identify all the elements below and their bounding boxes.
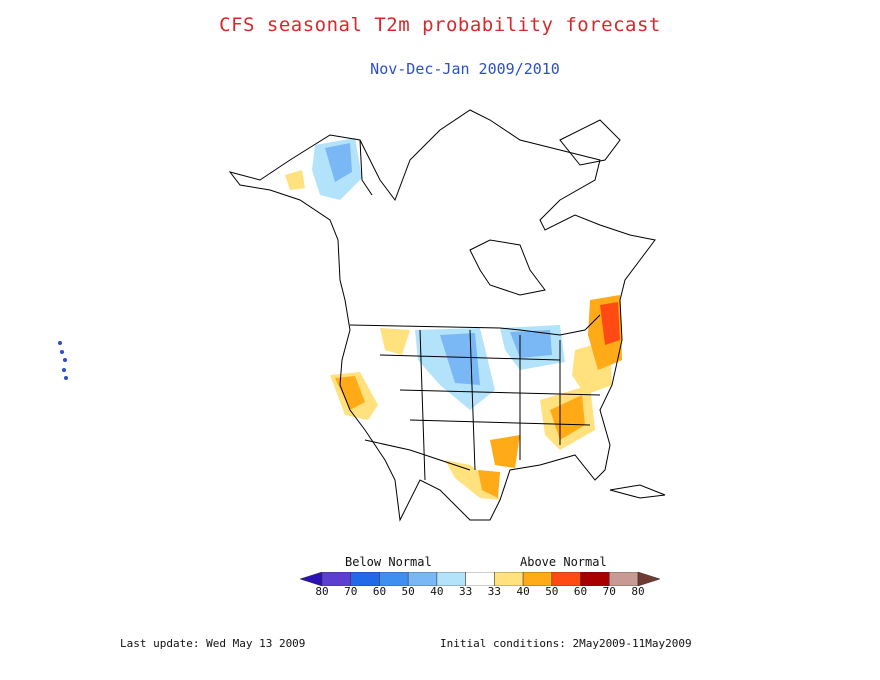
legend-tick-label: 70 [602,585,616,598]
map-outlines [228,109,666,522]
chart-subtitle: Nov-Dec-Jan 2009/2010 [370,60,560,78]
legend-tick-label: 50 [401,585,415,598]
legend-bin-5 [436,572,466,586]
legend-bin-4 [407,572,438,586]
hudson-bay [469,239,546,296]
shade-alaska-below-strong [325,143,352,182]
legend-bin-9 [551,572,581,586]
cuba [609,484,666,499]
forecast-shading [285,138,622,500]
legend-color-bar [300,572,660,586]
legend-bin-6 [465,572,495,586]
legend-bin-8 [522,572,553,586]
legend-tick-label: 33 [459,585,473,598]
legend-tick-label: 50 [545,585,559,598]
shade-gulf-above [490,435,520,468]
legend-bin-7 [494,572,524,586]
us-mexico-border [364,439,471,471]
legend-above-normal-label: Above Normal [520,555,607,569]
legend-tick-label: 80 [631,585,645,598]
legend-tick-label: 60 [372,585,387,598]
legend-tick-label: 60 [573,585,588,598]
legend-bin-0 [300,572,323,586]
shade-montana-above [380,328,410,355]
legend-tick-label: 40 [516,585,530,598]
legend-bin-10 [580,572,610,586]
north-america-coastline [228,109,656,522]
greenland [559,119,621,166]
chart-title: CFS seasonal T2m probability forecast [219,14,661,36]
legend-bin-11 [609,572,639,586]
hawaii-islands [58,341,68,380]
legend-bin-3 [379,572,409,586]
legend-tick-label: 40 [430,585,444,598]
shade-newengland-above-stronger [600,302,620,345]
shade-alaska-above [285,170,305,190]
legend-tick-label: 33 [487,585,501,598]
shade-southeast-above-strong [550,395,585,440]
legend-tick-label: 80 [315,585,329,598]
footer-initial-conditions: Initial conditions: 2May2009-11May2009 [440,637,692,650]
legend-bin-1 [321,572,351,586]
alaska-border [359,139,373,196]
shade-texas-above-strong [478,470,500,498]
legend-bin-12 [637,572,660,586]
us-canada-border [349,314,601,336]
shade-california-above-strong [335,376,365,410]
footer-last-update: Last update: Wed May 13 2009 [120,637,306,650]
legend-bin-2 [350,572,380,586]
legend-tick-label: 70 [344,585,358,598]
shade-plains-below-strong [440,333,480,385]
state-lines [379,329,601,481]
legend-below-normal-label: Below Normal [345,555,432,569]
